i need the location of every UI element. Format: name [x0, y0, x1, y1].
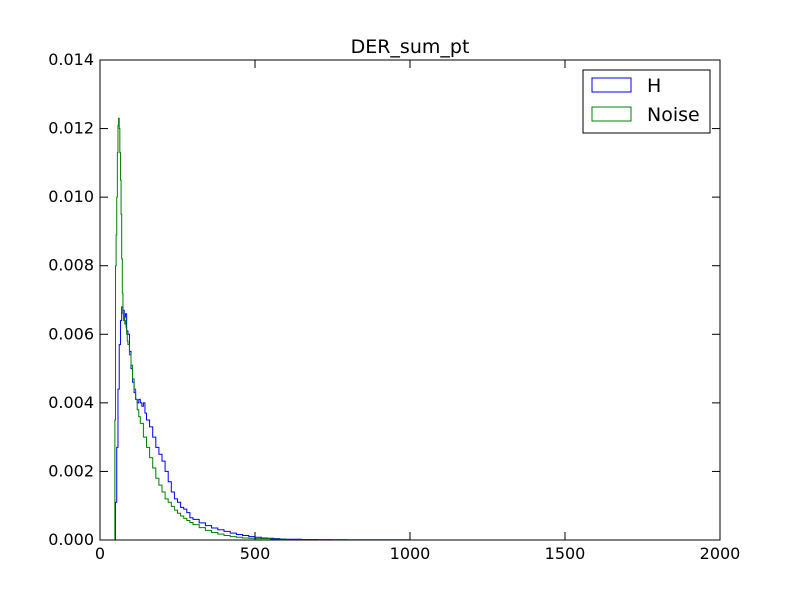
- y-tick-label: 0.010: [48, 187, 94, 206]
- y-tick-label: 0.006: [48, 324, 94, 343]
- x-tick-label: 1000: [390, 544, 431, 563]
- legend-swatch-noise: [591, 106, 632, 122]
- y-tick-label: 0.004: [48, 393, 94, 412]
- y-tick-label: 0.008: [48, 256, 94, 275]
- ticks-layer: 0 500 1000 1500 2000 0.000 0.002 0.004 0.006 0.00…: [48, 50, 740, 563]
- chart-title: DER_sum_pt: [351, 36, 470, 58]
- x-tick-label: 2000: [700, 544, 741, 563]
- x-tick-label: 0: [95, 544, 105, 563]
- y-tick-label: 0.014: [48, 50, 94, 69]
- legend-label-h: H: [647, 75, 661, 97]
- legend-swatch-h: [591, 77, 632, 93]
- y-tick-label: 0.000: [48, 530, 94, 549]
- legend-box: [582, 69, 711, 134]
- x-tick-label: 500: [240, 544, 271, 563]
- y-tick-label: 0.002: [48, 461, 94, 480]
- y-tick-label: 0.012: [48, 119, 94, 138]
- series-layer: [114, 117, 676, 541]
- x-tick-label: 1500: [545, 544, 586, 563]
- series-line-noise: [114, 117, 676, 541]
- legend-label-noise: Noise: [647, 104, 700, 126]
- legend: H Noise: [582, 69, 711, 134]
